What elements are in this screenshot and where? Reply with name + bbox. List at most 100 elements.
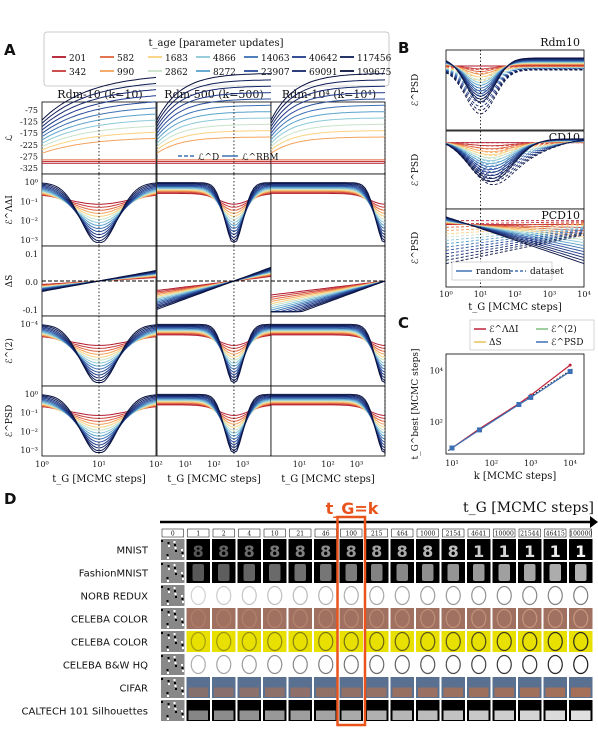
d-dataset-label: CELEBA COLOR xyxy=(71,615,148,626)
d-sample-face xyxy=(241,654,257,675)
d-sample-cell xyxy=(441,631,465,652)
d-sample-face xyxy=(190,631,206,652)
d-sample-shape xyxy=(571,710,591,720)
d-step-box xyxy=(467,528,490,538)
d-step-box xyxy=(238,528,261,538)
a-series-line xyxy=(271,393,386,453)
b-xtick-label: 10⁰ xyxy=(439,290,452,299)
d-sample-shape xyxy=(341,687,361,697)
d-noise-pixel xyxy=(167,672,169,674)
c-legend-frame xyxy=(469,319,595,351)
a-series-line xyxy=(157,182,271,243)
d-noise-pixel xyxy=(181,572,183,574)
d-sample-shape xyxy=(447,564,459,581)
a-ytick-label: 10⁰ xyxy=(25,390,38,399)
d-sample-face xyxy=(190,608,206,629)
d-noise-pixel xyxy=(174,636,176,638)
d-sample-cell xyxy=(518,585,542,606)
d-step-label: 4641 xyxy=(471,531,486,538)
d-sample-cell xyxy=(441,585,465,606)
b-series-line xyxy=(445,68,584,96)
a-series-line xyxy=(271,184,386,236)
d-sample-shape xyxy=(494,687,514,697)
d-noise-pixel xyxy=(166,646,169,648)
d-sample-shape xyxy=(571,687,591,697)
c-point xyxy=(449,445,455,451)
c-point xyxy=(516,401,522,407)
d-sample-face xyxy=(420,585,436,606)
d-sample-shape xyxy=(188,687,208,697)
d-sample-shape xyxy=(524,564,536,581)
d-sample-cell xyxy=(288,539,312,560)
d-noise-pixel xyxy=(166,623,169,625)
a-series-line xyxy=(270,104,385,137)
d-noise-pixel xyxy=(174,570,177,572)
d-step-label: 10000 xyxy=(495,531,514,538)
a-series-line xyxy=(157,395,272,449)
a-series-line xyxy=(41,131,157,151)
d-noise-pixel xyxy=(182,601,184,603)
d-noise-pixel xyxy=(161,632,163,634)
d-dataset-label: CELEBA COLOR xyxy=(71,638,148,649)
a-cell xyxy=(41,315,157,387)
a-series-line xyxy=(157,396,272,446)
a-series-line xyxy=(41,331,157,364)
a-xtick-label: 10¹ xyxy=(92,460,105,469)
d-sample-face xyxy=(394,631,410,652)
legend-entry: 199675 xyxy=(357,68,392,78)
a-series-line xyxy=(271,396,386,446)
a-series-line xyxy=(271,397,386,443)
d-noise-pixel xyxy=(175,573,177,575)
a-series-line xyxy=(157,186,272,230)
panel-c-scatter: ℰ^ΛΔI ℰ^(2) ΔS ℰ^PSD 10¹ 10² 10³ 10⁴ 10² 10⁴ k [MC… xyxy=(411,319,595,482)
a-series-line xyxy=(271,326,386,376)
d-sample-shape xyxy=(214,710,234,720)
a-ytick-label: 10⁻² xyxy=(20,427,38,436)
a-ytick-label: 10⁻⁴ xyxy=(20,320,38,329)
b-series-line xyxy=(445,140,585,173)
a-row-label: ℰ^ΛΔI xyxy=(5,195,15,225)
d-sample-shape xyxy=(188,710,208,720)
a-series-line xyxy=(156,117,271,144)
d-sample-face xyxy=(547,585,563,606)
a-frame xyxy=(41,315,157,387)
d-noise-pixel xyxy=(173,656,176,658)
d-sample-glyph: 8 xyxy=(295,542,306,561)
a-ytick-label: -225 xyxy=(20,141,38,150)
a-series-line xyxy=(270,98,385,134)
legend-entry: 40642 xyxy=(309,54,338,64)
d-noise-pixel xyxy=(175,619,177,621)
d-sample-cell xyxy=(441,654,465,675)
c-legend: ℰ^ΛΔI ℰ^(2) ΔS ℰ^PSD xyxy=(469,319,595,351)
d-noise-pixel xyxy=(173,679,176,681)
a-series-line xyxy=(41,187,157,233)
d-sample-glyph: 1 xyxy=(575,542,586,561)
b-series-line xyxy=(445,216,585,265)
d-sample-cell xyxy=(237,585,261,606)
d-noise-pixel xyxy=(167,680,170,682)
d-step-label: 100000 xyxy=(569,531,592,538)
d-step-box xyxy=(544,528,567,538)
d-sample-face xyxy=(241,631,257,652)
d-sample-cell xyxy=(492,631,516,652)
a-series-line xyxy=(41,95,157,131)
d-sample-shape xyxy=(494,710,514,720)
d-sample-glyph: 8 xyxy=(422,542,433,561)
a-series-line xyxy=(271,185,386,233)
a-series-line xyxy=(271,183,386,239)
d-noise-pixel xyxy=(175,665,177,667)
d-sample-face xyxy=(216,631,232,652)
d-noise-cell xyxy=(161,539,185,560)
d-noise-cell xyxy=(161,585,185,606)
b-xtick-label: 10³ xyxy=(543,290,556,299)
a-cell xyxy=(270,245,386,317)
d-noise-pixel xyxy=(161,678,163,680)
d-sample-cell xyxy=(212,631,236,652)
b-series-line xyxy=(445,139,585,182)
d-sample-shape xyxy=(269,564,281,581)
d-sample-face xyxy=(573,631,589,652)
d-sample-face xyxy=(522,631,538,652)
d-noise-pixel xyxy=(181,595,183,597)
